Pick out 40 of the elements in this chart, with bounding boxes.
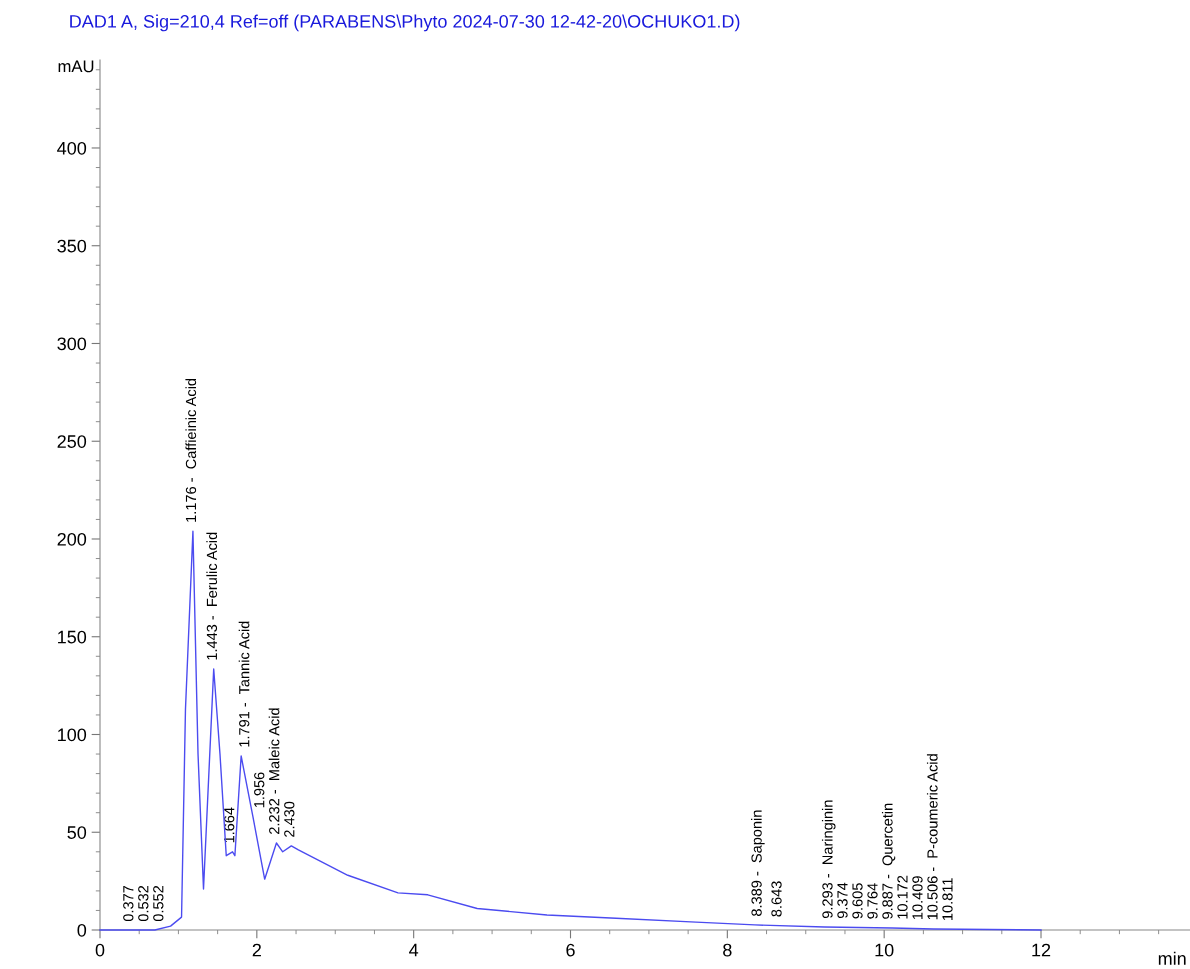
annotation: 1.791 - Tannic Acid [238, 621, 250, 747]
annotation: 1.956 [254, 772, 265, 808]
annotation: 10.409 [912, 876, 923, 919]
x-tick-label: 8 [723, 943, 732, 957]
x-tick-label: 4 [409, 943, 419, 957]
y-tick-label: 250 [57, 435, 87, 448]
y-tick-label: 200 [57, 532, 87, 546]
y-tick-label: 100 [58, 728, 87, 742]
annotation: 9.887 - Quercetin [881, 803, 896, 919]
annotation: 0.552 [153, 885, 164, 922]
y-axis-title: mAU [58, 60, 94, 73]
x-tick-label: 10 [875, 943, 894, 957]
x-tick-label: 6 [566, 943, 575, 957]
y-tick-label: 300 [57, 337, 87, 351]
annotation: 10.506 - P-coumeric Acid [926, 754, 938, 920]
annotation: 9.293 - Naringinin [821, 800, 836, 919]
x-axis-title: min [1158, 951, 1186, 965]
x-tick-label: 0 [95, 943, 105, 957]
annotation: 10.811 [942, 878, 953, 920]
annotation: 10.172 [897, 875, 908, 919]
y-tick-label: 0 [77, 923, 87, 937]
annotation: 0.532 [138, 885, 149, 922]
annotation: 2.232 - Maleic Acid [268, 708, 280, 834]
annotation: 8.389 - Saponin [751, 810, 765, 916]
line-series [99, 530, 1042, 931]
y-tick-label: 50 [67, 826, 87, 839]
y-tick-label: 350 [57, 239, 87, 253]
annotation: 9.374 [837, 882, 848, 919]
chart-subtitle: DAD1 A, Sig=210,4 Ref=off (PARABENS\Phyto 2024-07-30 12-42-20\OCHUKO1.D) [70, 14, 740, 32]
annotation: 1.443 - Ferulic Acid [206, 532, 218, 660]
annotation: 1.176 - Caffieinic Acid [185, 378, 197, 522]
annotation: 2.430 [284, 801, 295, 837]
x-tick-label: 2 [252, 943, 261, 957]
annotation: 0.377 [123, 885, 134, 922]
x-tick-label: 12 [1032, 943, 1051, 957]
y-tick-label: 150 [58, 630, 87, 644]
annotation: 8.643 [771, 881, 782, 917]
annotation: 9.764 [867, 883, 878, 919]
annotation: 9.605 [852, 883, 863, 919]
y-tick-label: 400 [57, 141, 87, 155]
